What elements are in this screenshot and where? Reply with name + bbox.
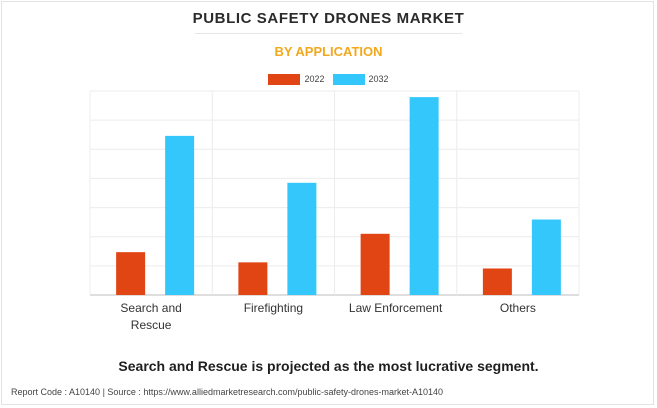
bar-2022-2	[360, 233, 390, 295]
legend-swatch-2032	[332, 73, 365, 85]
legend-item-2032[interactable]: 2032	[332, 73, 389, 85]
legend-label-2032: 2032	[368, 74, 389, 84]
bar-2022-3	[482, 268, 512, 295]
key-finding-note: Search and Rescue is projected as the mo…	[118, 358, 539, 374]
bar-2032-3	[531, 219, 561, 295]
bar-2032-0	[165, 135, 195, 295]
legend: 2022 2032	[0, 72, 657, 86]
chart-title: PUBLIC SAFETY DRONES MARKET	[192, 10, 465, 27]
title-divider	[195, 33, 462, 34]
chart-subtitle: BY APPLICATION	[274, 44, 383, 59]
bar-2022-0	[116, 252, 146, 295]
x-tick-label-1: Firefighting	[244, 301, 303, 315]
source-line: Report Code : A10140 | Source : https://…	[11, 387, 444, 397]
legend-item-2022[interactable]: 2022	[268, 73, 325, 85]
bar-2032-1	[287, 182, 317, 295]
legend-swatch-2022	[268, 73, 301, 85]
x-tick-label-2: Law Enforcement	[349, 301, 443, 315]
bar-2022-1	[238, 262, 268, 295]
x-tick-label-3: Others	[500, 301, 536, 315]
x-tick-label-0: Search and Rescue	[120, 301, 181, 332]
bar-2032-2	[409, 97, 439, 296]
bar-chart: Search and Rescue Firefighting Law Enforcem…	[89, 90, 580, 332]
legend-label-2022: 2022	[304, 74, 325, 84]
